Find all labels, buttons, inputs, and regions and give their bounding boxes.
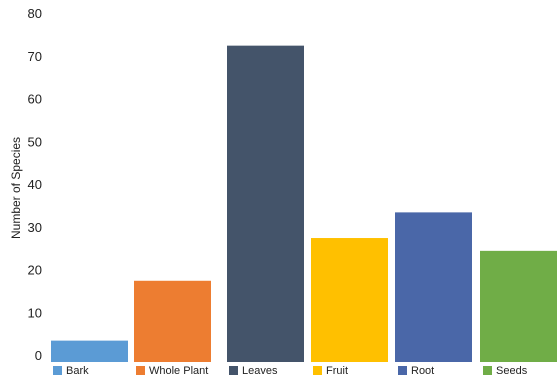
legend-swatch-bark: [53, 366, 62, 375]
legend-swatch-fruit: [313, 366, 322, 375]
y-tick-label: 10: [28, 305, 42, 320]
y-tick-label: 20: [28, 263, 42, 278]
legend-swatch-seeds: [483, 366, 492, 375]
bar-bark: [51, 340, 128, 362]
y-tick-label: 40: [28, 177, 42, 192]
legend-label-fruit: Fruit: [326, 365, 348, 377]
y-tick-label: 70: [28, 49, 42, 64]
legend-label-bark: Bark: [66, 365, 89, 377]
bar-whole-plant: [134, 280, 211, 362]
y-axis-title: Number of Species: [9, 137, 23, 239]
legend-swatch-root: [398, 366, 407, 375]
legend-label-leaves: Leaves: [242, 365, 278, 377]
y-tick-label: 0: [35, 348, 42, 363]
bar-fruit: [311, 238, 388, 362]
legend-label-whole-plant: Whole Plant: [149, 365, 208, 377]
y-tick-label: 60: [28, 92, 42, 107]
bar-leaves: [227, 45, 304, 363]
y-tick-label: 30: [28, 220, 42, 235]
bar-seeds: [480, 250, 557, 362]
y-axis-ticks: 0 10 20 30 40 50 60 70 80: [28, 6, 42, 363]
y-tick-label: 80: [28, 6, 42, 21]
bar-root: [395, 212, 472, 362]
legend-label-root: Root: [411, 365, 434, 377]
legend-swatch-leaves: [229, 366, 238, 375]
legend-label-seeds: Seeds: [496, 365, 528, 377]
bars: [51, 45, 557, 363]
legend-swatch-whole-plant: [136, 366, 145, 375]
y-tick-label: 50: [28, 134, 42, 149]
legend: Bark Whole Plant Leaves Fruit Root Seeds: [53, 365, 528, 377]
